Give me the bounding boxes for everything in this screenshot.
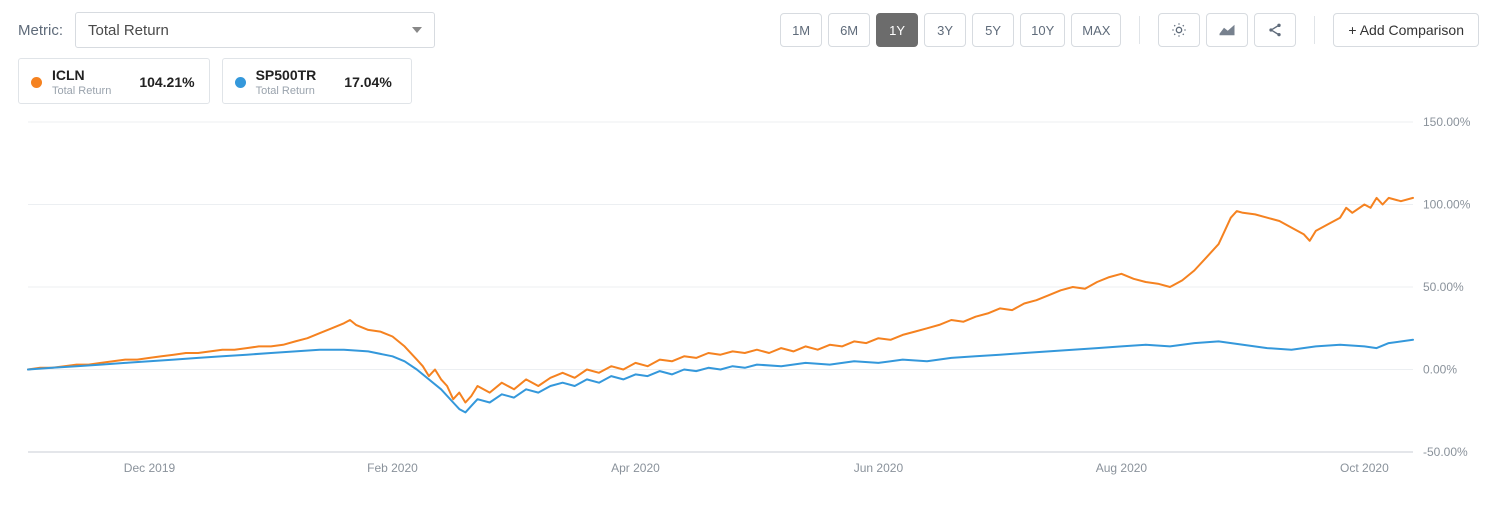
range-button-3y[interactable]: 3Y xyxy=(924,13,966,47)
toolbar: Metric: Total Return 1M6M1Y3Y5Y10YMAX + xyxy=(0,0,1497,58)
legend-subtitle: Total Return xyxy=(256,85,317,97)
settings-button[interactable] xyxy=(1158,13,1200,47)
chart-container: 150.00% 100.00% 50.00% 0.00% -50.00% Dec 2019… xyxy=(18,112,1479,482)
x-axis-label: Oct 2020 xyxy=(1340,461,1389,475)
x-axis-label: Apr 2020 xyxy=(611,461,660,475)
chart-type-button[interactable] xyxy=(1206,13,1248,47)
range-button-max[interactable]: MAX xyxy=(1071,13,1121,47)
x-axis-label: Dec 2019 xyxy=(124,461,176,475)
x-axis-label: Aug 2020 xyxy=(1096,461,1148,475)
share-button[interactable] xyxy=(1254,13,1296,47)
chevron-down-icon xyxy=(412,27,422,33)
y-axis-label: 100.00% xyxy=(1423,198,1471,212)
range-button-10y[interactable]: 10Y xyxy=(1020,13,1065,47)
toolbar-divider xyxy=(1139,16,1140,44)
share-icon xyxy=(1267,22,1283,38)
legend-ticker: ICLN xyxy=(52,67,111,83)
legend-value: 17.04% xyxy=(344,74,391,90)
area-chart-icon xyxy=(1218,23,1236,37)
series-line-sp500tr xyxy=(28,340,1413,413)
chart-tools-group xyxy=(1158,13,1296,47)
y-axis-label: 150.00% xyxy=(1423,115,1471,129)
x-axis-label: Feb 2020 xyxy=(367,461,418,475)
time-range-group: 1M6M1Y3Y5Y10YMAX xyxy=(780,13,1121,47)
gear-icon xyxy=(1171,22,1187,38)
series-line-icln xyxy=(28,198,1413,403)
legend-color-dot xyxy=(235,77,246,88)
add-comparison-button[interactable]: + Add Comparison xyxy=(1333,13,1479,47)
legend-color-dot xyxy=(31,77,42,88)
legend-subtitle: Total Return xyxy=(52,85,111,97)
legend-card-sp500tr[interactable]: SP500TR Total Return 17.04% xyxy=(222,58,412,104)
y-axis-label: -50.00% xyxy=(1423,445,1468,459)
y-axis-label: 50.00% xyxy=(1423,280,1464,294)
legend-value: 104.21% xyxy=(139,74,194,90)
metric-select-value: Total Return xyxy=(88,22,169,39)
legend-ticker: SP500TR xyxy=(256,67,317,83)
total-return-chart: 150.00% 100.00% 50.00% 0.00% -50.00% Dec 2019… xyxy=(18,112,1479,482)
metric-label: Metric: xyxy=(18,22,63,39)
range-button-1m[interactable]: 1M xyxy=(780,13,822,47)
metric-select[interactable]: Total Return xyxy=(75,12,435,48)
y-axis-label: 0.00% xyxy=(1423,363,1457,377)
range-button-1y[interactable]: 1Y xyxy=(876,13,918,47)
range-button-5y[interactable]: 5Y xyxy=(972,13,1014,47)
legend-row: ICLN Total Return 104.21% SP500TR Total Retu… xyxy=(0,58,1497,112)
range-button-6m[interactable]: 6M xyxy=(828,13,870,47)
toolbar-divider xyxy=(1314,16,1315,44)
legend-card-icln[interactable]: ICLN Total Return 104.21% xyxy=(18,58,210,104)
x-axis-label: Jun 2020 xyxy=(854,461,904,475)
